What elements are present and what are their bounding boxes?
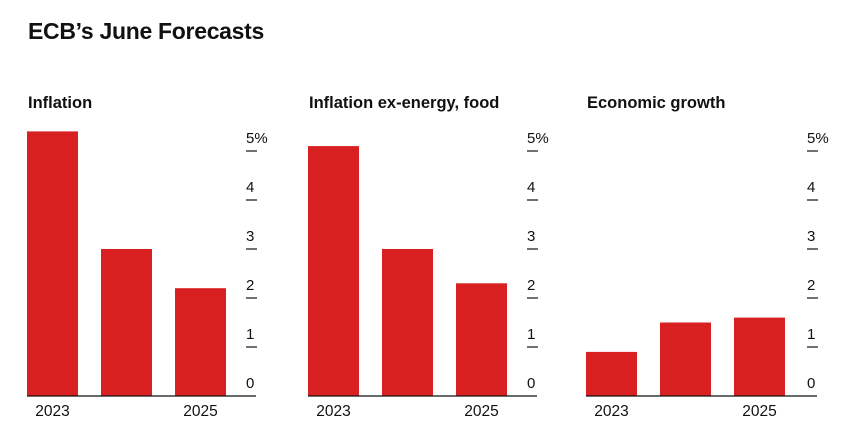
panel-title: Inflation [28,94,92,112]
y-tick-label: 3 [246,228,254,245]
chart-title: ECB’s June Forecasts [28,18,265,44]
y-tick-label: 2 [527,277,535,294]
bar-2024 [660,322,711,396]
y-tick-label: 1 [527,326,535,343]
x-category-label: 2025 [742,403,776,420]
y-tick-label: 4 [527,179,535,196]
y-tick-label: 1 [246,326,254,343]
x-category-label: 2025 [464,403,498,420]
y-tick-label: 0 [807,375,815,392]
y-tick-label: 4 [807,179,815,196]
chart-panel-inflation: Inflation 0 1 2 3 4 5% 2023 2025 [27,94,268,420]
chart-panel-inflation-ex-energy-food: Inflation ex-energy, food 0 1 2 3 4 5% 2023 2025 [308,94,549,420]
bar-2023 [308,146,359,396]
x-category-label: 2023 [35,403,69,420]
bar-2023 [27,131,78,396]
y-tick-label: 2 [807,277,815,294]
bar-2023 [586,351,637,396]
bar-2025 [734,317,785,396]
y-tick-label: 1 [807,326,815,343]
x-category-label: 2023 [594,403,628,420]
bar-2025 [456,283,507,396]
y-tick-label: 5% [246,130,268,147]
y-tick-label: 0 [527,375,535,392]
y-tick-label: 5% [527,130,549,147]
y-tick-label: 5% [807,130,829,147]
y-tick-label: 4 [246,179,254,196]
y-tick-label: 2 [246,277,254,294]
y-tick-label: 3 [527,228,535,245]
x-category-label: 2025 [183,403,217,420]
y-tick-label: 0 [246,375,254,392]
bar-2024 [382,249,433,396]
chart-panel-economic-growth: Economic growth 0 1 2 3 4 5% 2023 2025 [586,94,829,420]
panel-title: Economic growth [587,94,725,112]
bar-2024 [101,249,152,396]
y-tick-label: 3 [807,228,815,245]
bar-2025 [175,288,226,396]
x-category-label: 2023 [316,403,350,420]
panel-title: Inflation ex-energy, food [309,94,499,112]
